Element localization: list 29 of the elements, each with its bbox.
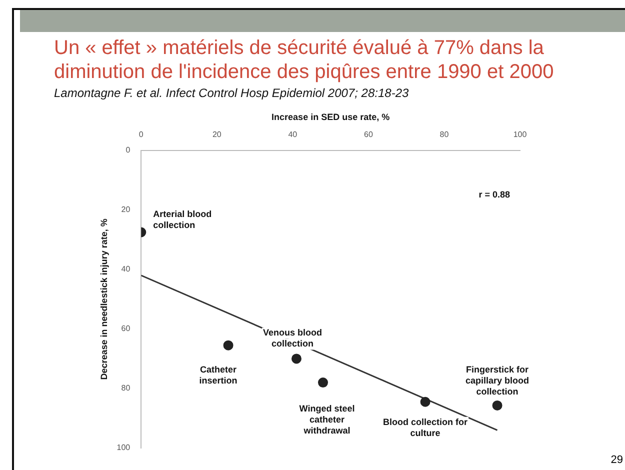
annotation: Venous blood collection — [262, 328, 322, 349]
text: 29 — [610, 454, 623, 466]
y-tick-label: 20 — [121, 205, 131, 214]
y-tick-label: 0 — [126, 146, 131, 155]
chart-title: Un « effet » matériels de sécurité évalué à 77% dans la diminution de l'incidence des piqûres entre 1990 et 2000 — [54, 36, 555, 84]
y-tick-label: 40 — [121, 264, 131, 274]
x-tick-label: 80 — [440, 130, 450, 139]
x-axis-title: Increase in SED use rate, % — [272, 112, 390, 122]
y-axis-title: Decrease in needlestick injury rate, % — [98, 218, 109, 380]
point — [420, 396, 430, 407]
x-tick-label: 0 — [138, 130, 144, 139]
y-tick-label: 80 — [121, 384, 131, 393]
point — [291, 354, 302, 364]
point — [223, 340, 234, 350]
annotation: r = 0.88 — [478, 189, 510, 200]
annotation: Winged steel catheter withdrawal — [299, 404, 355, 436]
annotation: Arterial blood collection — [153, 209, 212, 230]
point — [492, 400, 502, 410]
point — [318, 378, 328, 388]
annotation: Blood collection for culture — [383, 416, 468, 438]
y-tick-label: 60 — [121, 324, 131, 334]
chart-subtitle: Lamontagne F. et al. Infect Control Hosp Epidemiol 2007; 28:18-23 — [54, 86, 409, 100]
x-tick-label: 60 — [364, 130, 374, 139]
x-tick-label: 40 — [288, 130, 298, 139]
x-tick-label: 100 — [513, 130, 528, 139]
x-tick-label: 20 — [212, 130, 222, 139]
y-tick-label: 100 — [116, 443, 131, 452]
annotation: Fingerstick for capillary blood collection — [466, 364, 530, 396]
annotation: Catheter insertion — [199, 364, 238, 386]
